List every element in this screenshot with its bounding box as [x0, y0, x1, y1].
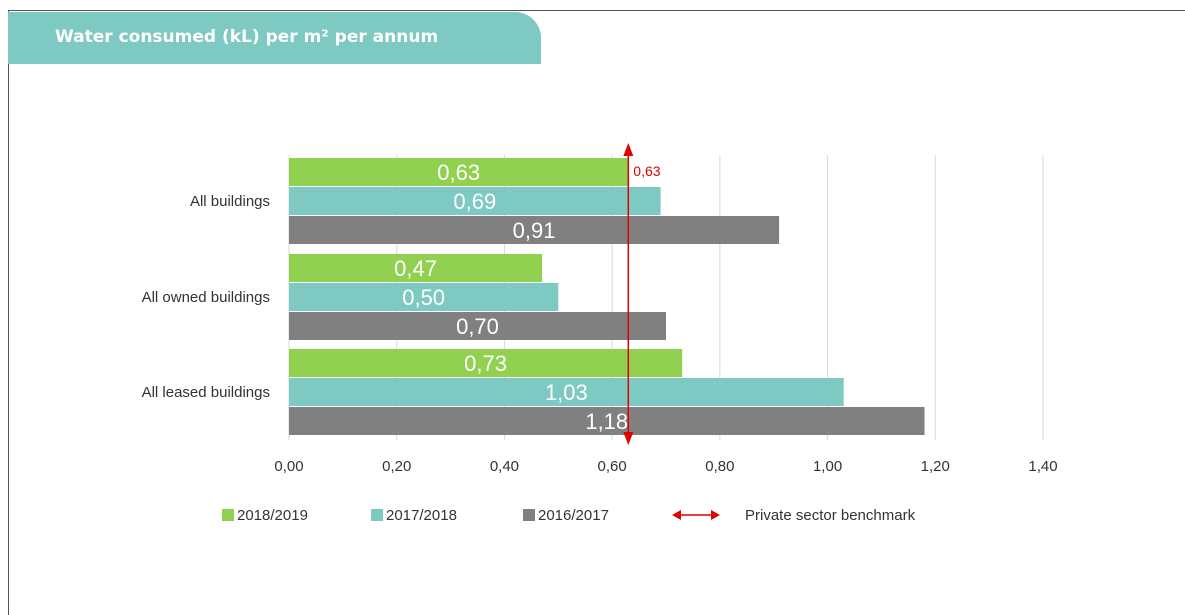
x-tick-label: 1,40	[1028, 458, 1057, 475]
x-tick-label: 0,80	[705, 458, 734, 475]
benchmark-label: 0,63	[633, 163, 660, 179]
legend-swatch	[523, 509, 535, 521]
data-label: 0,91	[513, 218, 556, 243]
bar	[289, 312, 666, 340]
legend-swatch	[371, 509, 383, 521]
legend-benchmark-arrow-right	[711, 510, 720, 520]
x-tick-label: 0,00	[274, 458, 303, 475]
benchmark-arrow-top	[623, 143, 634, 156]
category-label: All owned buildings	[142, 289, 270, 306]
chart-frame	[8, 10, 1185, 615]
chart-title: Water consumed (kL) per m² per annum	[55, 27, 439, 47]
x-tick-label: 0,60	[598, 458, 627, 475]
bar	[289, 216, 780, 244]
category-label: All leased buildings	[142, 384, 270, 401]
legend-swatch	[222, 509, 234, 521]
data-label: 0,70	[456, 314, 499, 339]
data-label: 0,50	[402, 285, 445, 310]
x-tick-label: 1,00	[813, 458, 842, 475]
bar	[289, 283, 559, 311]
legend-benchmark-label: Private sector benchmark	[745, 507, 916, 524]
legend-label: 2017/2018	[386, 507, 457, 524]
x-tick-label: 0,40	[490, 458, 519, 475]
category-label: All buildings	[190, 193, 270, 210]
data-label: 1,18	[585, 409, 628, 434]
x-tick-label: 0,20	[382, 458, 411, 475]
data-label: 0,63	[437, 160, 480, 185]
legend-label: 2018/2019	[237, 507, 308, 524]
chart-title-tab: Water consumed (kL) per m² per annum	[8, 12, 541, 64]
legend-label: 2016/2017	[538, 507, 609, 524]
bar	[289, 187, 661, 215]
data-label: 1,03	[545, 380, 588, 405]
bar	[289, 378, 844, 406]
legend-benchmark-arrow-left	[672, 510, 681, 520]
data-label: 0,73	[464, 351, 507, 376]
x-tick-label: 1,20	[921, 458, 950, 475]
bar	[289, 407, 925, 435]
data-label: 0,47	[394, 256, 437, 281]
bar	[289, 254, 543, 282]
benchmark-arrow-bottom	[623, 432, 634, 445]
bar	[289, 349, 683, 377]
data-label: 0,69	[453, 189, 496, 214]
bar	[289, 158, 629, 186]
